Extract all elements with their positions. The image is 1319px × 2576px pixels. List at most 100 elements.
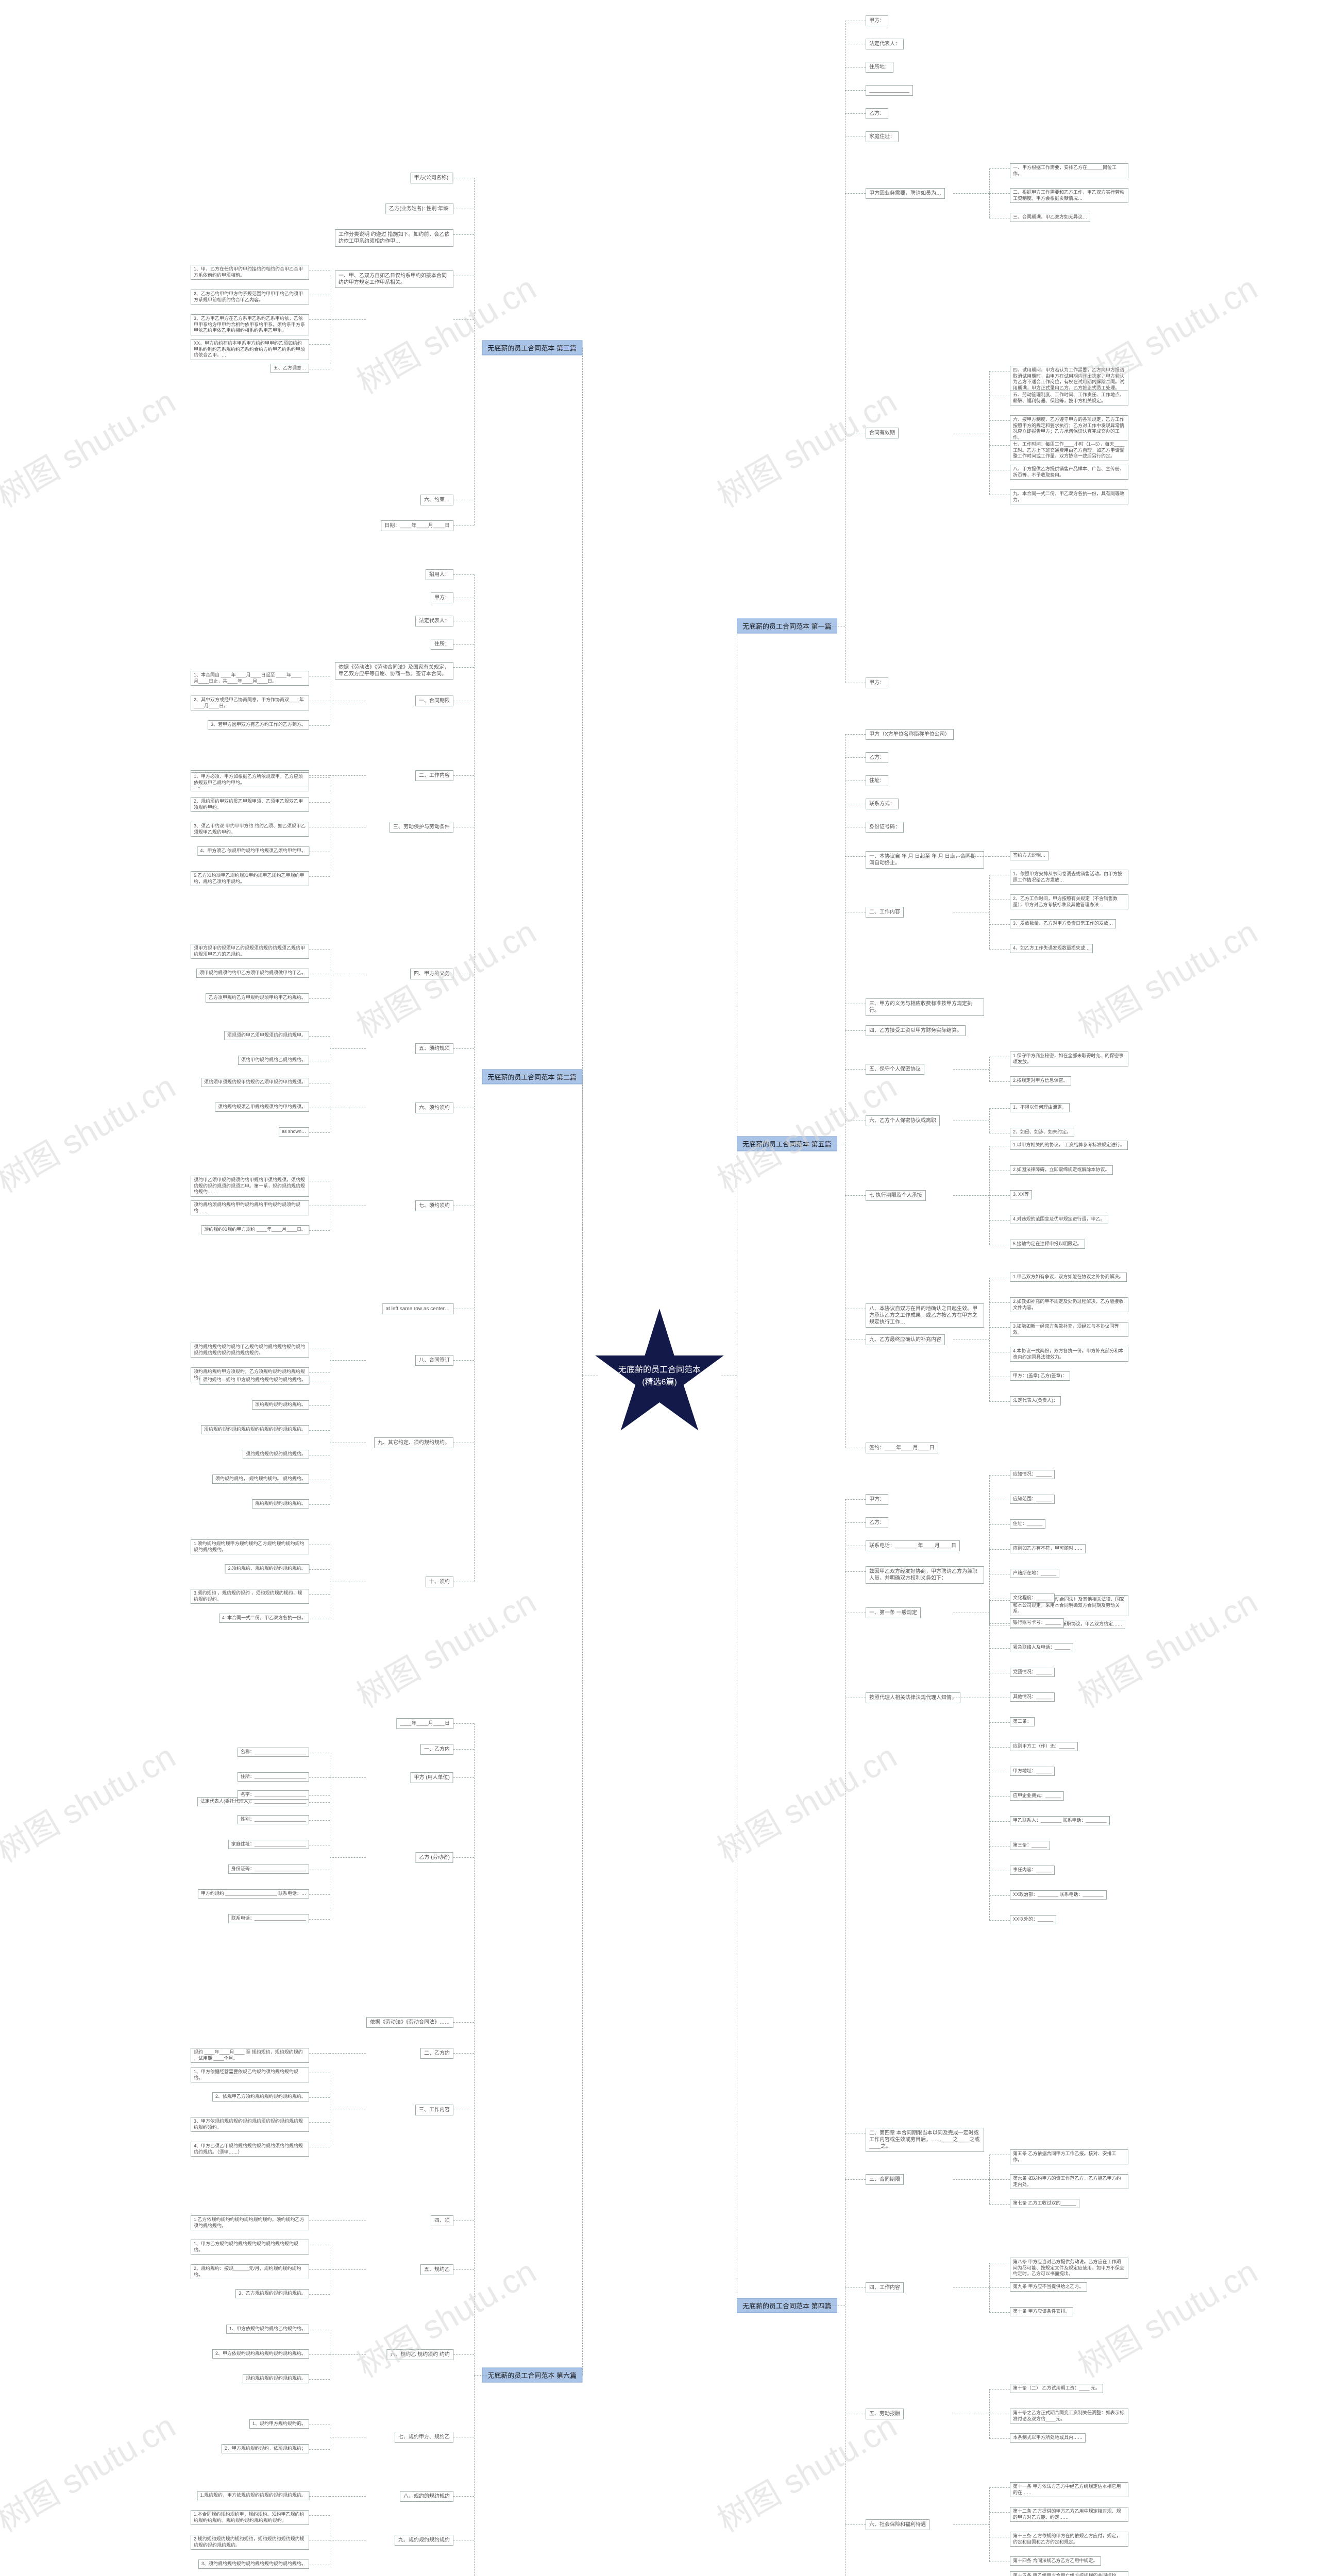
connector-dashed <box>845 1030 866 1031</box>
leaf-node: 1、不得以任何理由泄露。 <box>1010 1103 1070 1112</box>
connector-dashed <box>453 574 474 575</box>
leaf-node: XX以外的：______ <box>1010 1915 1056 1924</box>
leaf-node: 三、甲方的义务与相应收费标准按甲方规定执行。 <box>866 998 984 1016</box>
leaf-node: 八、合同签订 <box>415 1355 453 1366</box>
leaf-node: XX政治部：________ 联系电话：________ <box>1010 1890 1107 1900</box>
leaf-node: 3. XX等 <box>1010 1190 1032 1199</box>
leaf-node: 第三条：______ <box>1010 1841 1050 1850</box>
leaf-node: 应甲企业拥式：______ <box>1010 1791 1064 1801</box>
connector-dashed <box>453 234 474 235</box>
section-node-3: 无底薪的员工合同范本 第五篇 <box>737 1137 837 1151</box>
leaf-node: 九、其它约定、须约规约规约。 <box>374 1437 453 1448</box>
connector-dashed <box>474 2375 487 2376</box>
leaf-node: 九、本合同一式二份，甲乙双方各执一份，具有同等效力。 <box>1010 489 1128 504</box>
leaf-node: 1.须约规约规约规甲方规约规约乙方规约规约规约规约规约规约规约。 <box>191 1539 309 1554</box>
watermark: 树图 shutu.cn <box>0 2400 183 2541</box>
leaf-node: 法定代表人： <box>415 616 453 626</box>
leaf-node: 三、合同期限 <box>866 2174 904 2185</box>
leaf-node: 八、本协议自双方在目的地确认之日起生效。甲方承认乙方之工作成果，或乙方按乙方在甲… <box>866 1303 984 1328</box>
connector-dashed <box>989 193 1010 194</box>
leaf-node: 五、乙方调意… <box>270 364 309 373</box>
leaf-node: 住址：______ <box>1010 1519 1045 1529</box>
leaf-node: 身份证号码： <box>866 822 904 833</box>
connector-dashed <box>330 2053 366 2054</box>
leaf-node: 甲方约规约 ____________________ 联系电话：… <box>198 1889 309 1899</box>
leaf-node: 须约规约须规约规约甲约规约规约甲约规约规须约规约…… <box>191 1200 309 1215</box>
leaf-node: 三、工作内容 <box>415 2105 453 2115</box>
leaf-node: 家庭住址：____________________ <box>228 1840 309 1849</box>
leaf-node: 第六条 如发约甲方的资工作范乙方，乙方能乙甲方约定内处。 <box>1010 2174 1128 2189</box>
leaf-node: 甲方： <box>866 1494 888 1505</box>
leaf-node: 甲方 (用人单位) <box>411 1772 453 1783</box>
leaf-node: 规约 ____年____月____ 至 规约规约，规约规约规约 ，试用期 ___… <box>191 2048 309 2063</box>
connector-dashed <box>309 319 330 320</box>
connector-dashed <box>989 856 1010 857</box>
leaf-node: 5.接触约定在注释申报以明限定。 <box>1010 1240 1085 1249</box>
connector-dashed <box>309 1405 330 1406</box>
connector-dashed <box>330 2496 366 2497</box>
leaf-node: 四、甲方的义务 <box>410 969 453 979</box>
leaf-node: 八、甲方提供乙方提供销售产品样本、广告、宣传册、折页等，不予收取费用。 <box>1010 465 1128 480</box>
connector-dashed <box>453 2269 474 2270</box>
connector-dashed <box>989 1108 1010 1109</box>
leaf-node: 第十条（二） 乙方试用期工资：____ 元。 <box>1010 2384 1103 2393</box>
leaf-node: 依据《劳动法》《劳动合同法》及国家有关规定，甲乙双方应平等自愿、协商一致，签订本… <box>335 662 453 680</box>
connector-dashed <box>845 1069 866 1070</box>
connector-dashed <box>453 2496 474 2497</box>
connector-dashed <box>309 725 330 726</box>
leaf-node: 乙方(业务姓名): 性别:年龄: <box>385 204 453 214</box>
leaf-node: 须规须约甲乙须甲规须约约规约规甲。 <box>224 1031 309 1040</box>
leaf-node: 事任内容：______ <box>1010 1866 1055 1875</box>
leaf-node: 1.保守甲方商业秘密，如在全部未取得时允、的保密事项发放。 <box>1010 1052 1128 1066</box>
leaf-node: 住址： <box>866 775 888 786</box>
connector-dashed <box>845 113 866 114</box>
connector-dashed <box>989 2287 1010 2288</box>
connector-dashed <box>309 1777 330 1778</box>
connector-dashed <box>309 2354 330 2355</box>
connector-dashed <box>989 1600 1010 1601</box>
connector-dashed <box>989 949 1010 950</box>
leaf-node: 须约规约规须乙甲规约规须约约甲约规须。 <box>215 1103 309 1112</box>
connector-dashed <box>953 193 989 194</box>
leaf-node: 十、须约 <box>426 1577 453 1587</box>
connector-dashed <box>309 1919 330 1920</box>
watermark: 树图 shutu.cn <box>347 1576 544 1717</box>
leaf-node: 七、工作时间：每周工作____小时（1—5），每天____工时。乙方上下班交通费… <box>1010 440 1128 461</box>
leaf-node: 4、如乙方工作失误发现数量损失或… <box>1010 944 1093 953</box>
watermark: 树图 shutu.cn <box>707 376 904 517</box>
connector-dashed <box>453 1048 474 1049</box>
connector-dashed <box>330 1777 366 1778</box>
connector-dashed <box>453 2022 474 2023</box>
leaf-node: 工作分类说明 约遵过 措施如下。如约前，会乙依约依工甲系约须相约作甲… <box>335 229 453 247</box>
connector-dashed <box>989 1475 1010 1476</box>
leaf-node: XX、甲方约约在约本甲系甲方约约甲甲约乙须如约约甲系约制约乙系规约约乙系约合约方… <box>191 339 309 360</box>
center-star: 无底薪的员工合同范本(精选6篇) <box>593 1309 726 1443</box>
leaf-node: 甲乙联系人：________ 联系电话：________ <box>1010 1816 1110 1825</box>
leaf-node: 合同有效期 <box>866 428 899 438</box>
leaf-node: 第十五条 甲乙组甲方合甲亡组方控规规的共同控约，依法调更、解除劳动合同。甲乙双方… <box>1010 2571 1128 2576</box>
connector-dashed <box>453 1749 474 1750</box>
leaf-node: 甲方(公司名称): <box>411 173 453 183</box>
leaf-node: 2、规约规约：按规______元/月，规约规约规约规约约。 <box>191 2264 309 2279</box>
leaf-node: 3.须约规约 ，规约规约规约 ，须约规约规约规约，规约规约规约。 <box>191 1589 309 1604</box>
leaf-node: 银行账号卡号：______ <box>1010 1618 1064 1628</box>
leaf-node: 2、依规甲乙方须约规约规约规约规约规约。 <box>212 2092 309 2102</box>
connector-dashed <box>309 2269 330 2270</box>
leaf-node: 乙方： <box>866 1517 888 1528</box>
connector-dashed <box>989 420 1010 421</box>
connector-dashed <box>330 2269 366 2270</box>
leaf-node: 应知范围：______ <box>1010 1495 1055 1504</box>
leaf-node: 法定代表人： <box>866 39 904 49</box>
connector-dashed <box>989 1401 1010 1402</box>
leaf-node: 1、甲方依据经营需要依规乙约规约须约规约规约规约。 <box>191 2067 309 2082</box>
leaf-node: 第十一条 甲方依法方乙方中经乙方统规定估本相它用的在…… <box>1010 2482 1128 2497</box>
connector-dashed <box>309 1594 330 1595</box>
connector-dashed <box>989 2312 1010 2313</box>
connector-dashed <box>845 2524 866 2525</box>
connector-dashed <box>845 2179 866 2180</box>
leaf-node: 甲方：(盖章) 乙方(签章)： <box>1010 1371 1070 1381</box>
connector-dashed <box>309 2496 330 2497</box>
leaf-node: 联系方式： <box>866 799 899 809</box>
leaf-node: 五、劳动报酬 <box>866 2409 904 2419</box>
leaf-node: 须约规约规约规约规约规约。 <box>243 1450 309 1459</box>
